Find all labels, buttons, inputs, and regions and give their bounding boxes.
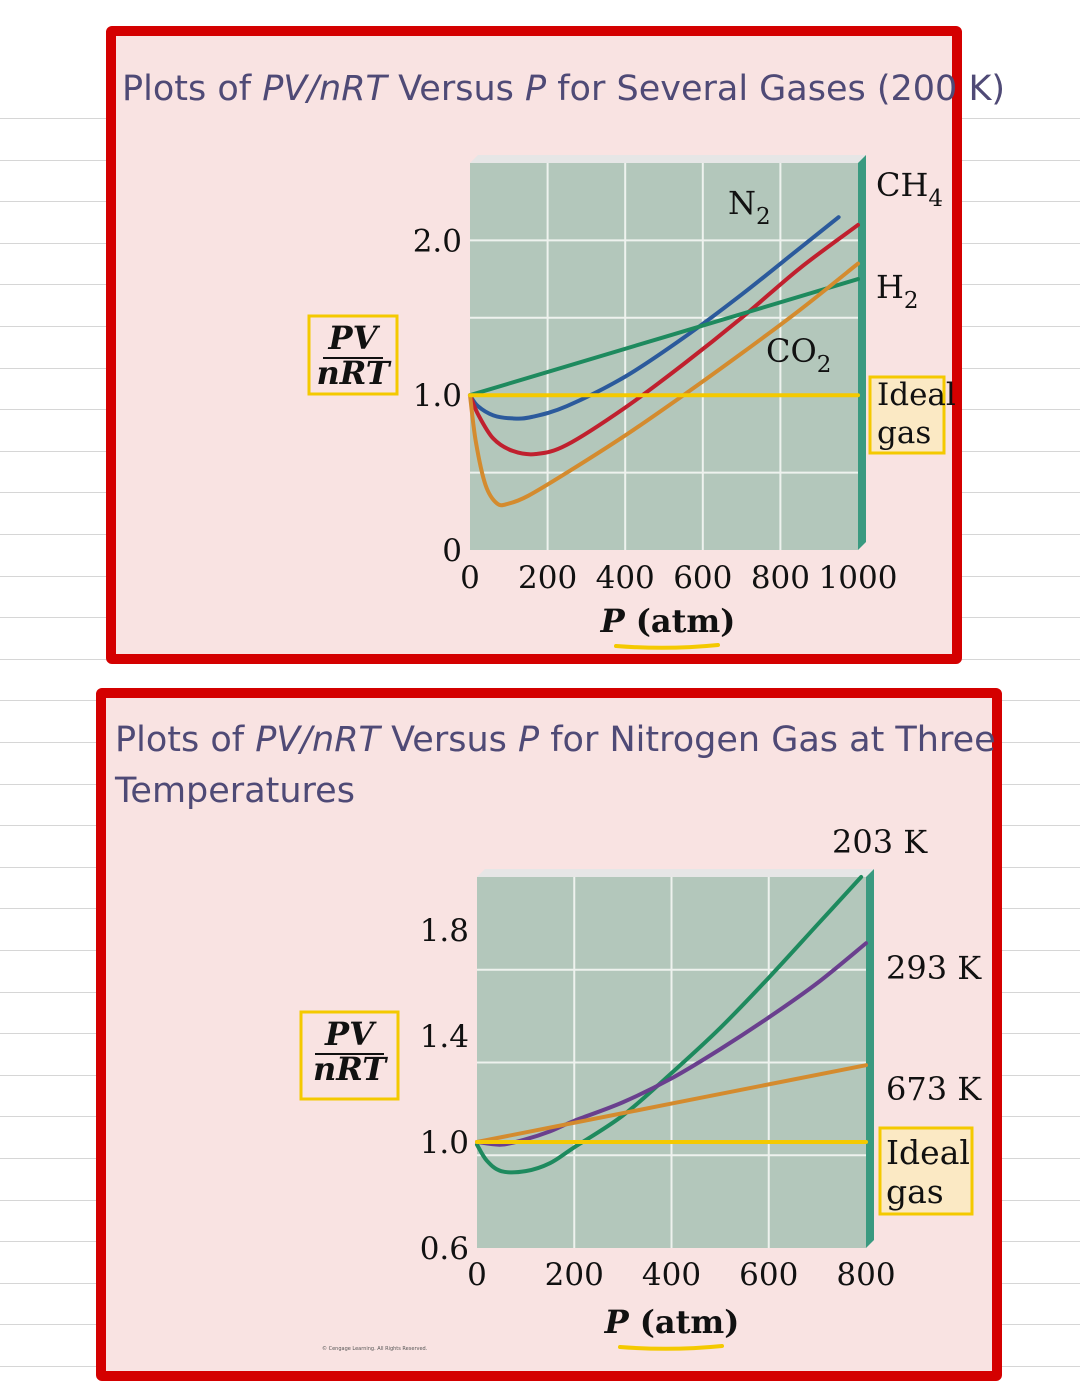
y-axis-label-denominator: nRT [313,1050,388,1088]
x-tick-label: 400 [596,560,655,596]
x-axis-label-underline [614,643,720,650]
copyright-notice: © Cengage Learning. All Rights Reserved. [322,1346,428,1352]
y-axis-label-numerator: PV [324,1015,377,1053]
x-tick-label: 400 [642,1257,701,1293]
series-lines [468,215,860,508]
y-axis-label-numerator: PV [328,319,381,357]
plot-area [470,163,858,550]
plot-right-wall [858,155,866,550]
series-label-ideal-gas: Ideal [877,377,956,413]
title-variable: P [525,69,547,109]
x-axis-label: P (atm) [600,602,736,640]
series-line-h2 [468,277,860,398]
title-variable: P [518,720,540,760]
series-label-ch4: CH4 [876,166,943,212]
series-line-673-k [475,1063,868,1144]
slide-title: Plots of PV/nRT Versus P for Several Gas… [122,64,1005,115]
title-prefix: Plots of [122,69,263,109]
title-versus: Versus [386,69,525,109]
grid [477,877,866,1248]
x-tick-label: 600 [673,560,732,596]
series-line-203-k [475,875,864,1175]
ideal-gas-label-box [878,1126,974,1216]
series-label-ideal-gas-line2: gas [886,1172,944,1211]
x-axis-label-underline [618,1344,724,1351]
y-axis-label-box [307,314,399,396]
y-tick-label: 0.6 [420,1231,469,1267]
x-tick-label: 0 [467,1257,487,1293]
series-label-co2: CO2 [766,332,831,378]
ideal-gas-label-box [868,375,946,455]
series-line-n2 [468,215,841,421]
x-tick-label: 0 [460,560,480,596]
title-line-2: Temperatures [115,771,355,811]
plot-right-wall [866,869,874,1248]
x-tick-label: 200 [545,1257,604,1293]
y-tick-label: 1.8 [420,913,469,949]
series-line-ch4 [468,222,860,457]
title-quantity: PV/nRT [255,720,380,760]
series-line-co2 [468,261,860,508]
plot-top-edge [470,155,866,163]
slide-title: Plots of PV/nRT Versus P for Nitrogen Ga… [115,715,996,817]
title-versus: Versus [379,720,518,760]
y-axis-label-box [299,1010,400,1101]
y-tick-label: 2.0 [413,223,462,259]
title-suffix: for Nitrogen Gas at Three [539,720,996,760]
plot-top-edge [477,869,874,877]
series-label-n2: N2 [728,184,771,230]
y-tick-label: 1.4 [420,1019,469,1055]
series-label-203k: 203 K [832,823,928,861]
y-tick-label: 0 [442,533,462,569]
title-prefix: Plots of [115,720,256,760]
y-tick-label: 1.0 [413,378,462,414]
x-tick-label: 800 [836,1257,895,1293]
x-tick-label: 600 [739,1257,798,1293]
series-label-ideal-gas: Ideal [886,1133,970,1172]
series-label-673k: 673 K [886,1070,982,1108]
x-axis-label: P (atm) [604,1303,740,1341]
x-tick-label: 1000 [819,560,898,596]
series-lines [475,875,868,1175]
series-label-h2: H2 [876,268,919,314]
y-tick-label: 1.0 [420,1125,469,1161]
title-quantity: PV/nRT [262,69,387,109]
x-tick-label: 200 [518,560,577,596]
series-label-293k: 293 K [886,949,982,987]
y-axis-label-denominator: nRT [316,354,391,392]
title-suffix: for Several Gases (200 K) [546,69,1006,109]
x-tick-label: 800 [751,560,810,596]
series-label-ideal-gas-line2: gas [877,415,931,451]
